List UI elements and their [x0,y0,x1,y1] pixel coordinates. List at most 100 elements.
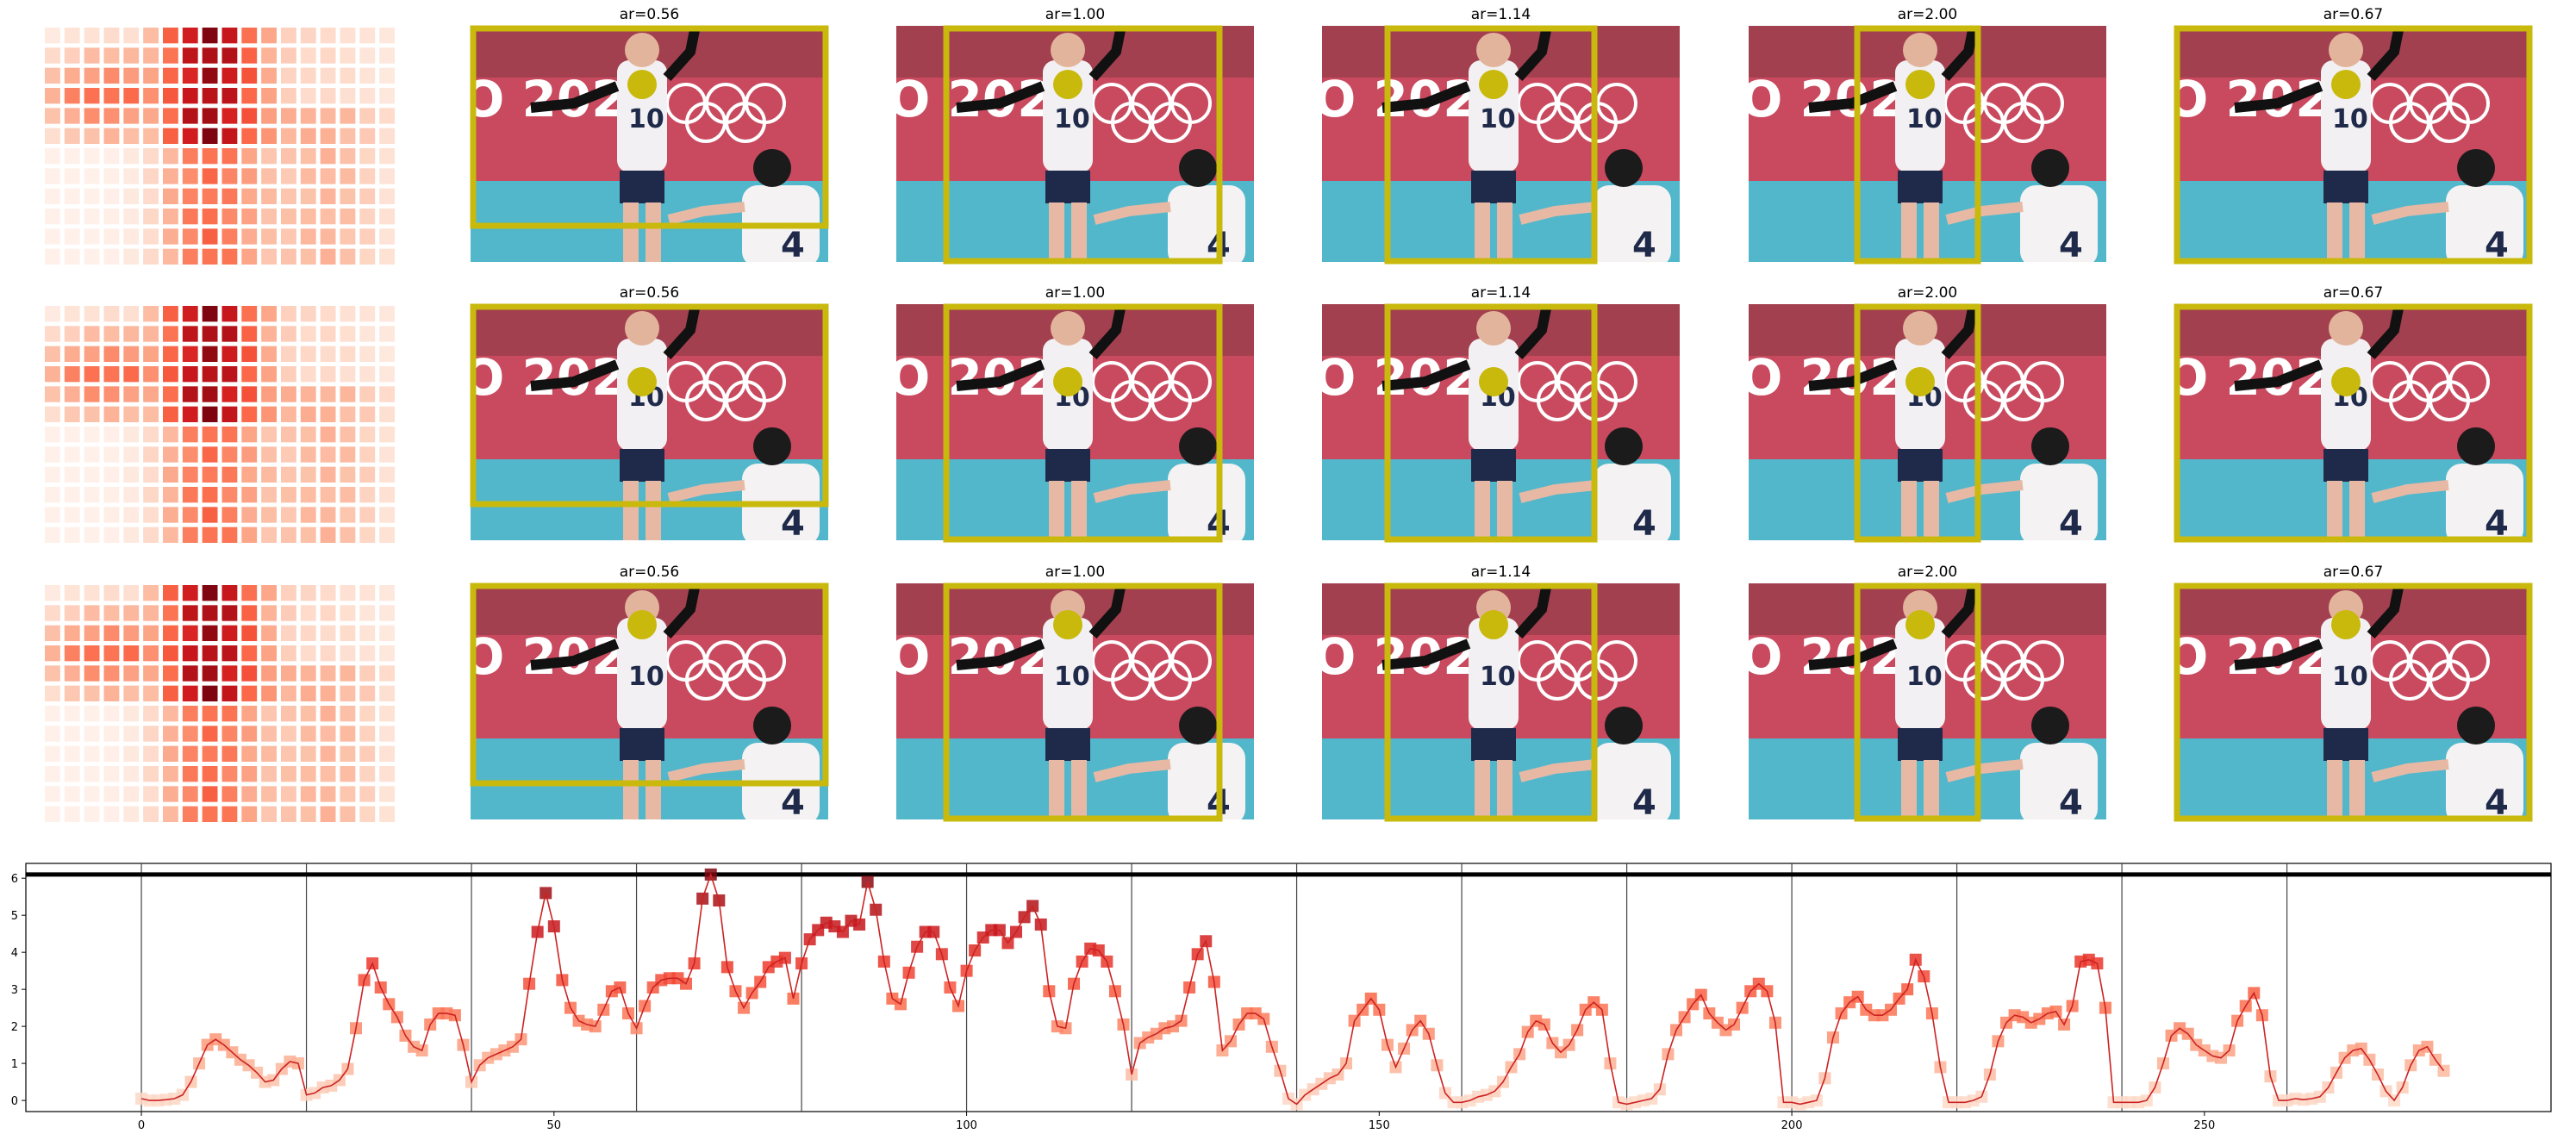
heatmap-cell [45,168,60,184]
heatmap-cell [163,108,178,124]
player-head [625,311,659,346]
heatmap-cell [261,585,277,601]
heatmap-cell [64,209,80,225]
heatmap-cell [359,446,376,463]
heatmap-cell [359,366,376,383]
heatmap-cell [320,526,336,543]
ring-icon [2003,102,2044,143]
heatmap-cell [300,685,316,701]
player-jersey [2321,618,2371,730]
heatmap-cell [163,67,178,84]
heatmap-cell [163,645,178,662]
heatmap-cell [103,745,120,762]
heatmap-cell [143,665,159,682]
heatmap-cell [202,427,218,443]
player-arm [1941,583,1980,639]
heatmap-cell [340,88,356,104]
heatmap-cell [300,487,316,503]
heatmap-cell [261,326,277,342]
heatmap-cell [241,128,258,144]
heatmap-cell [84,605,100,621]
heatmap-cell [261,128,277,144]
heatmap-cell [340,806,356,822]
player2-head [2457,427,2495,465]
heatmap-cell [320,346,336,362]
heatmap-cell [163,745,178,762]
heatmap-cell [143,466,159,483]
heatmap-cell [261,108,277,124]
heatmap-cell [143,766,159,782]
heatmap-cell [359,625,376,641]
heatmap-cell [163,726,178,742]
heatmap-cell [84,228,100,245]
jersey-number: 4 [1632,783,1656,823]
heatmap-cell [320,366,336,383]
heatmap-cell [143,346,159,362]
heatmap-cell [202,366,218,383]
player2-arm [667,759,745,782]
heatmap-cell [340,605,356,621]
heatmap-cell [202,386,218,402]
heatmap-cell [202,745,218,762]
heatmap-cell [221,28,238,44]
heatmap-cell [202,306,218,322]
heatmap-cell [163,188,178,204]
player2-jersey [2446,464,2523,540]
heatmap-cell [241,306,258,322]
crop-box [943,303,1223,543]
heatmap-cell [221,346,238,362]
heatmap-cell [261,446,277,463]
heatmap-cell [241,67,258,84]
heatmap-cell [340,766,356,782]
heatmap-cell [84,188,100,204]
heatmap-cell [241,427,258,443]
heatmap-cell [84,507,100,523]
player-arm [1808,81,1898,113]
heatmap-cell [261,67,277,84]
heatmap-cell [379,466,395,483]
heatmap-cell [359,88,376,104]
heatmap-cell [163,248,178,265]
player2-head [2457,707,2495,744]
heatmap-cell [241,605,258,621]
heatmap-cell [84,806,100,822]
heatmap-cell [123,406,140,422]
heatmap-cell [340,326,356,342]
heatmap-cell [182,507,198,523]
heatmap-cell [103,47,120,64]
heatmap-cell [241,168,258,184]
heatmap-cell [320,406,336,422]
player-shorts [2323,728,2368,761]
heatmap-cell [221,466,238,483]
heatmap-cell [300,665,316,682]
heatmap-cell [64,726,80,742]
x-tick-label: 0 [138,1119,145,1132]
heatmap-cell [261,507,277,523]
player-shorts [2323,171,2368,203]
panel-title: ar=0.67 [2323,6,2384,23]
player2-arm [1093,480,1171,503]
heatmap-cell [340,726,356,742]
player-leg [646,760,661,819]
heatmap-cell [300,366,316,383]
heatmap-cell [103,88,120,104]
heatmap-cell [320,326,336,342]
heatmap-cell [202,326,218,342]
heatmap-cell [241,766,258,782]
crop-box [2174,582,2533,822]
player-leg [1924,202,1939,262]
heatmap-cell [320,487,336,503]
heatmap-cell [261,248,277,265]
heatmap-cell [123,645,140,662]
heatmap-cell [379,487,395,503]
heatmap-cell [163,487,178,503]
heatmap-cell [143,248,159,265]
heatmap-cell [221,67,238,84]
heatmap-cell [64,406,80,422]
player-leg [1049,202,1064,262]
